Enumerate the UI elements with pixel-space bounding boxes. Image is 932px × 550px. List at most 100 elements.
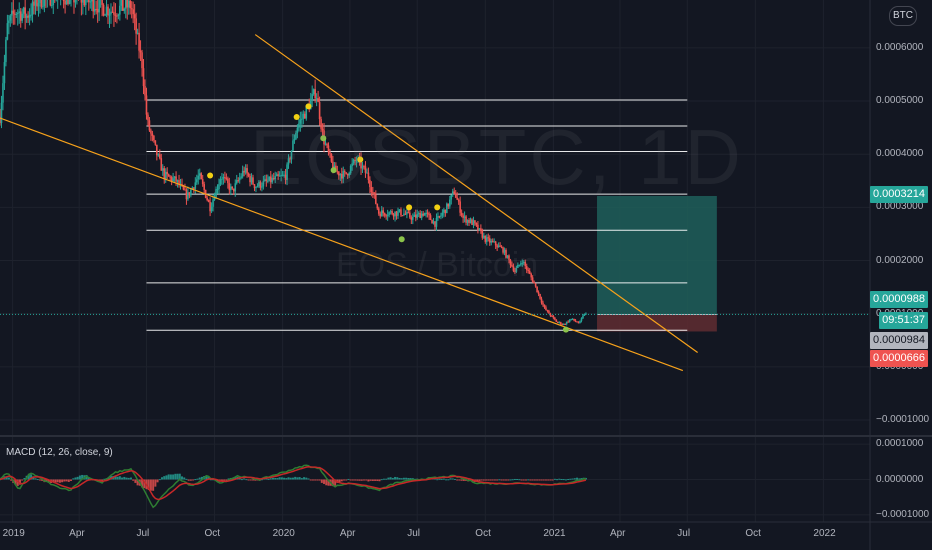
candle-body <box>74 0 77 3</box>
candle-body <box>336 171 339 173</box>
candle-body <box>209 201 211 212</box>
macd-histogram-bar <box>511 479 514 481</box>
candle-body <box>136 32 139 34</box>
macd-histogram-bar <box>54 479 57 483</box>
macd-histogram-bar <box>18 479 21 485</box>
macd-histogram-bar <box>52 479 55 483</box>
macd-histogram-bar <box>349 479 352 481</box>
candle-body <box>440 215 442 217</box>
price-tick-label: −0.0001000 <box>876 414 930 426</box>
candle-body <box>525 266 528 270</box>
candle-body <box>87 0 90 3</box>
macd-histogram-bar <box>280 477 283 480</box>
macd-histogram-bar <box>245 479 248 481</box>
candle-body <box>383 213 386 216</box>
macd-histogram-bar <box>183 477 186 480</box>
candle-body <box>474 220 476 223</box>
candle-body <box>154 140 157 145</box>
candle-body <box>256 186 259 188</box>
macd-histogram-bar <box>334 479 337 486</box>
candle-body <box>166 171 168 175</box>
macd-histogram-bar <box>72 478 75 480</box>
macd-histogram-bar <box>438 478 441 480</box>
macd-histogram-bar <box>249 479 252 481</box>
candle-body <box>477 224 479 231</box>
currency-chip[interactable]: BTC <box>889 6 917 26</box>
macd-histogram-bar <box>74 477 77 480</box>
candle-body <box>269 176 272 183</box>
candle-body <box>28 14 31 18</box>
macd-histogram-bar <box>580 478 583 480</box>
price-tick-label: 0.0006000 <box>876 41 924 53</box>
candle-body <box>39 0 41 4</box>
macd-histogram-bar <box>21 479 24 481</box>
candle-body <box>119 5 121 15</box>
candle-body <box>19 11 22 21</box>
candle-body <box>564 323 567 325</box>
macd-histogram-bar <box>152 479 155 491</box>
macd-histogram-bar <box>456 479 459 481</box>
candle-body <box>2 83 4 103</box>
candle-body <box>142 68 145 87</box>
candle-body <box>400 209 402 216</box>
candle-body <box>237 180 240 182</box>
candle-body <box>465 216 467 223</box>
candle-body <box>407 212 410 214</box>
macd-indicator-label[interactable]: MACD (12, 26, close, 9) <box>6 447 113 458</box>
candle-body <box>369 179 371 188</box>
macd-histogram-bar <box>487 479 490 481</box>
candle-body <box>426 212 429 214</box>
candle-body <box>481 230 484 238</box>
candle-body <box>568 319 571 322</box>
macd-histogram-bar <box>252 479 255 481</box>
macd-histogram-bar <box>61 479 64 483</box>
candle-body <box>361 165 364 169</box>
candle-body <box>540 298 543 303</box>
candle-body <box>275 174 278 177</box>
candle-body <box>573 318 575 321</box>
candle-body <box>326 143 328 146</box>
macd-histogram-bar <box>187 479 190 481</box>
candle-body <box>3 62 6 84</box>
macd-histogram-bar <box>240 479 243 481</box>
signal-marker <box>398 236 405 243</box>
macd-histogram-bar <box>382 478 385 480</box>
candle-body <box>444 209 447 214</box>
candle-body <box>468 220 470 223</box>
time-tick-label: Apr <box>609 528 626 539</box>
macd-histogram-bar <box>522 479 525 481</box>
macd-histogram-bar <box>200 476 203 480</box>
macd-histogram-bar <box>227 478 230 480</box>
macd-histogram-bar <box>387 477 390 480</box>
candle-body <box>195 179 198 183</box>
macd-histogram-bar <box>81 474 84 480</box>
macd-histogram-bar <box>560 479 563 481</box>
signal-marker <box>357 156 364 163</box>
price-tick-label: 0.0004000 <box>876 148 924 160</box>
candle-body <box>21 13 23 21</box>
macd-histogram-bar <box>440 478 443 480</box>
macd-histogram-bar <box>58 479 61 483</box>
candle-body <box>130 8 133 10</box>
macd-histogram-bar <box>518 479 521 481</box>
candle-body <box>138 32 140 51</box>
candle-body <box>416 214 419 218</box>
candle-body <box>419 213 422 219</box>
candle-body <box>0 102 3 124</box>
candle-body <box>114 14 117 16</box>
candle-body <box>480 228 482 231</box>
signal-marker <box>406 204 413 211</box>
candle-body <box>343 171 346 173</box>
macd-histogram-bar <box>65 479 68 482</box>
candle-body <box>299 119 302 124</box>
signal-marker <box>207 172 214 179</box>
candle-body <box>314 89 316 99</box>
candle-body <box>203 184 205 190</box>
macd-histogram-bar <box>480 479 483 481</box>
macd-histogram-bar <box>129 477 132 480</box>
candle-body <box>303 113 306 119</box>
candle-body <box>379 213 382 217</box>
macd-histogram-bar <box>185 478 188 480</box>
candle-body <box>345 172 348 174</box>
